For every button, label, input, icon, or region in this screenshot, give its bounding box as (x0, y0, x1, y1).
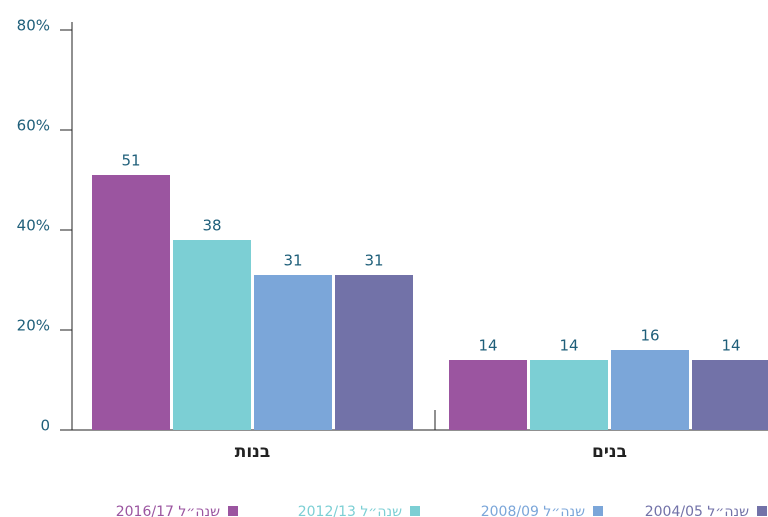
y-tick-label: 0 (40, 417, 50, 435)
y-tick-label: 40% (17, 217, 50, 235)
bar (692, 360, 768, 430)
bar (335, 275, 413, 430)
value-label: 51 (121, 152, 140, 170)
legend-swatch (757, 506, 767, 516)
bar (611, 350, 689, 430)
legend-label: שנה״ל 2008/09 (481, 504, 585, 517)
value-label: 16 (640, 327, 659, 345)
bar (254, 275, 332, 430)
y-tick-label: 80% (17, 17, 50, 35)
y-tick-label: 60% (17, 117, 50, 135)
x-tick-label: בנים (592, 442, 627, 462)
legend-swatch (228, 506, 238, 516)
bar (530, 360, 608, 430)
value-label: 14 (721, 337, 740, 355)
legend-label: שנה״ל 2012/13 (298, 504, 402, 517)
bar (449, 360, 527, 430)
legend-swatch (593, 506, 603, 516)
x-tick-label: בנות (235, 442, 271, 462)
y-tick-label: 20% (17, 317, 50, 335)
value-label: 14 (559, 337, 578, 355)
legend-swatch (410, 506, 420, 516)
value-label: 38 (202, 217, 221, 235)
legend-label: שנה״ל 2016/17 (116, 504, 220, 517)
value-label: 31 (283, 252, 302, 270)
value-label: 31 (364, 252, 383, 270)
bar (173, 240, 251, 430)
value-label: 14 (478, 337, 497, 355)
bar (92, 175, 170, 430)
legend-label: שנה״ל 2004/05 (645, 504, 749, 517)
